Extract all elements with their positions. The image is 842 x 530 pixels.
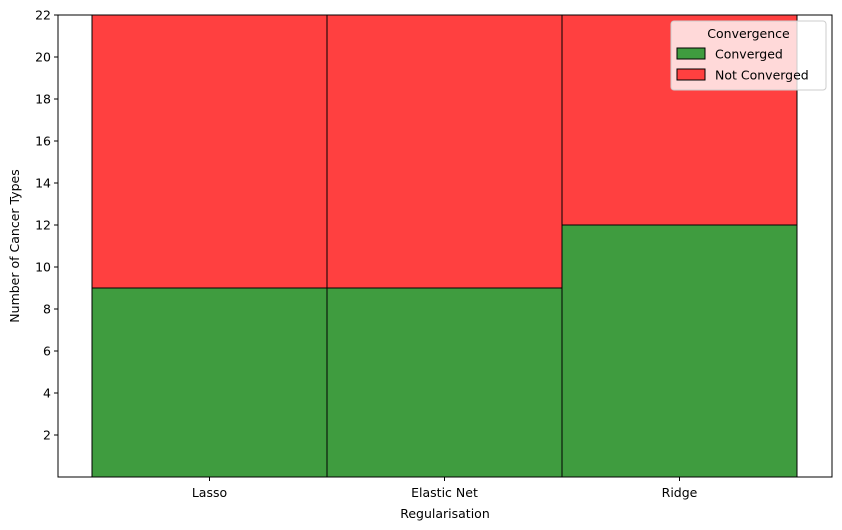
y-tick-label: 18 — [35, 92, 51, 107]
x-axis: Lasso Elastic Net Ridge — [192, 477, 698, 500]
y-tick-label: 8 — [43, 302, 51, 317]
y-axis: 2 4 6 8 10 12 14 16 18 20 22 — [35, 8, 58, 443]
x-tick-label: Lasso — [192, 485, 227, 500]
x-tick-label: Elastic Net — [411, 485, 478, 500]
y-tick-label: 2 — [43, 428, 51, 443]
legend-label: Converged — [715, 47, 783, 62]
y-axis-label: Number of Cancer Types — [7, 169, 22, 322]
legend-box — [670, 20, 827, 91]
legend-items: Converged Not Converged — [676, 47, 809, 83]
bar-not-converged-elastic-net — [326, 14, 563, 289]
legend-swatch — [676, 47, 706, 60]
legend-title: Convergence — [707, 26, 790, 41]
x-tick-label: Ridge — [662, 485, 698, 500]
bar-converged-elastic-net — [326, 287, 563, 478]
x-axis-label: Regularisation — [400, 506, 490, 521]
legend: Convergence Converged Not Converged — [670, 20, 827, 91]
y-tick-label: 6 — [43, 344, 51, 359]
legend-label: Not Converged — [715, 68, 809, 83]
y-tick-label: 4 — [43, 386, 51, 401]
bar-not-converged-lasso — [91, 14, 328, 289]
y-tick-label: 12 — [35, 218, 51, 233]
bar-converged-ridge — [561, 224, 798, 478]
y-tick-label: 22 — [35, 8, 51, 23]
y-tick-label: 20 — [35, 50, 51, 65]
y-tick-label: 10 — [35, 260, 51, 275]
legend-swatch — [676, 68, 706, 81]
y-tick-label: 14 — [35, 176, 51, 191]
y-tick-label: 16 — [35, 134, 51, 149]
bar-converged-lasso — [91, 287, 328, 478]
